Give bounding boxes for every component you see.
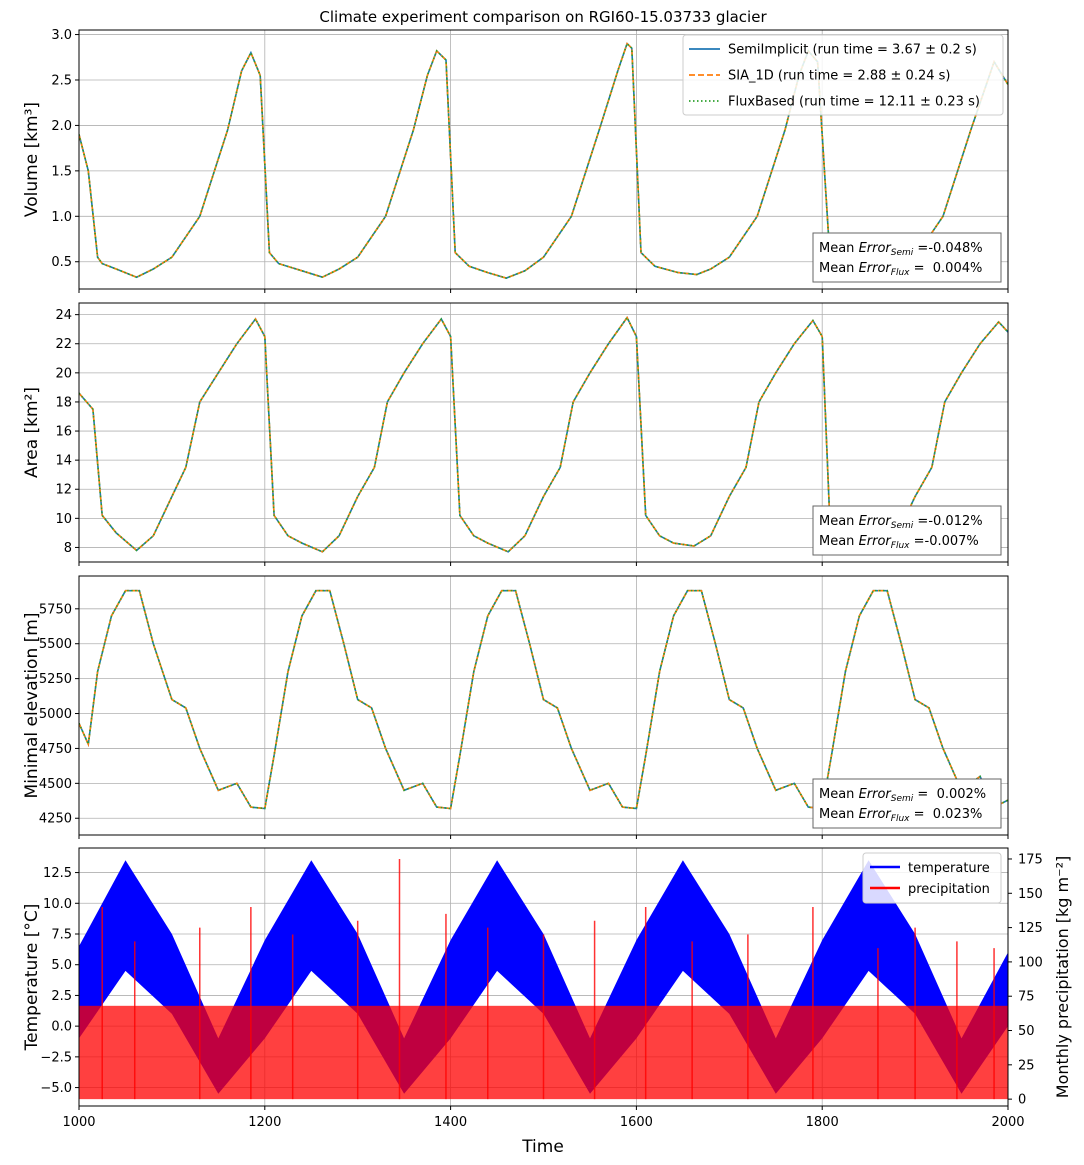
- error-box-frame: [812, 505, 1002, 556]
- error-box: Mean ErrorSemi = 0.002% Mean ErrorFlux = …: [812, 778, 1002, 829]
- y-right-tick-label: 125: [1018, 921, 1043, 936]
- plot-area: [79, 858, 1008, 1100]
- y-tick-label: 10: [55, 512, 72, 527]
- panel-frame: [78, 302, 1009, 563]
- error-line-semi: Mean ErrorSemi = 0.002%: [819, 787, 986, 804]
- error-line-semi: Mean ErrorSemi =-0.012%: [819, 514, 983, 531]
- error-line-flux: Mean ErrorFlux = 0.004%: [819, 261, 982, 278]
- figure-title: Climate experiment comparison on RGI60-1…: [319, 8, 767, 26]
- panel-frame: [78, 29, 1009, 290]
- x-tick-label: 2000: [991, 1115, 1024, 1130]
- y-right-tick-label: 75: [1018, 990, 1035, 1005]
- legend-label-3: FluxBased (run time = 12.11 ± 0.23 s): [728, 95, 980, 110]
- y-tick-label: 5500: [39, 637, 72, 652]
- y-tick-label: 5250: [39, 672, 72, 687]
- y-tick-label: 8: [64, 541, 72, 556]
- y-tick-label: 12.5: [43, 866, 72, 881]
- error-line-semi: Mean ErrorSemi =-0.048%: [819, 241, 983, 258]
- y-axis-label: Area [km²]: [22, 387, 42, 478]
- x-tick-label: 1800: [806, 1115, 839, 1130]
- y-tick-label: 12: [55, 483, 72, 498]
- y-tick-label: 0.0: [51, 1020, 72, 1035]
- legend-label-temperature: temperature: [908, 861, 990, 876]
- y-right-tick-label: 50: [1018, 1024, 1035, 1039]
- legend-box: [682, 34, 1004, 116]
- panel-frame: [78, 847, 1009, 1107]
- y-tick-label: 7.5: [51, 928, 72, 943]
- legend-label-1: SemiImplicit (run time = 3.67 ± 0.2 s): [728, 43, 977, 58]
- panel-2: 8 10 12 14 16 18 20 22 24 Area [km²] Mean ErrorSem…: [22, 302, 1009, 566]
- plot-area: [79, 589, 1008, 810]
- y-tick-label: 1.5: [51, 164, 72, 179]
- x-tick-label: 1600: [620, 1115, 653, 1130]
- y-tick-label: 5.0: [51, 958, 72, 973]
- series-line-3: [79, 589, 1008, 810]
- legend-label-precipitation: precipitation: [908, 882, 990, 897]
- legend-climate: temperature precipitation: [862, 852, 1002, 904]
- x-tick-label: 1000: [62, 1115, 95, 1130]
- y-right-tick-label: 175: [1018, 852, 1043, 867]
- y-axis-right-label: Monthly precipitation [kg m⁻²]: [1053, 856, 1072, 1098]
- series-line-3: [79, 42, 1008, 279]
- y-axis-label: Temperature [°C]: [22, 904, 42, 1052]
- y-tick-label: 4500: [39, 777, 72, 792]
- y-right-tick-label: 25: [1018, 1058, 1035, 1073]
- y-tick-label: 14: [55, 454, 72, 469]
- y-tick-label: 2.5: [51, 989, 72, 1004]
- error-line-flux: Mean ErrorFlux = 0.023%: [819, 807, 982, 824]
- plot-area: [79, 42, 1008, 279]
- x-tick-label: 1400: [434, 1115, 467, 1130]
- y-tick-label: 10.0: [43, 897, 72, 912]
- panel-1: 0.5 1.0 1.5 2.0 2.5 3.0 Volume [km³] Mean Error…: [22, 28, 1009, 293]
- y-tick-label: 20: [55, 366, 72, 381]
- y-tick-label: 3.0: [51, 28, 72, 43]
- y-tick-label: 4250: [39, 812, 72, 827]
- x-tick-label: 1200: [248, 1115, 281, 1130]
- error-box-frame: [812, 778, 1002, 829]
- y-tick-label: 4750: [39, 742, 72, 757]
- error-box: Mean ErrorSemi =-0.048% Mean ErrorFlux = …: [812, 232, 1002, 283]
- panel-frame: [78, 575, 1009, 836]
- y-right-tick-label: 100: [1018, 955, 1043, 970]
- y-right-tick-label: 0: [1018, 1093, 1026, 1108]
- y-tick-label: 16: [55, 425, 72, 440]
- y-tick-label: 5000: [39, 707, 72, 722]
- y-tick-label: 24: [55, 308, 72, 323]
- error-box-frame: [812, 232, 1002, 283]
- y-tick-label: 22: [55, 337, 72, 352]
- y-tick-label: 1.0: [51, 210, 72, 225]
- y-tick-label: 2.5: [51, 73, 72, 88]
- legend-box: [862, 852, 1002, 904]
- y-tick-label: −2.5: [40, 1050, 72, 1065]
- y-tick-label: −5.0: [40, 1081, 72, 1096]
- error-line-flux: Mean ErrorFlux =-0.007%: [819, 534, 979, 551]
- y-tick-label: 0.5: [51, 255, 72, 270]
- y-axis-label: Volume [km³]: [22, 102, 42, 217]
- y-axis-label: Minimal elevation [m]: [22, 613, 42, 799]
- y-tick-label: 5750: [39, 602, 72, 617]
- y-tick-label: 18: [55, 395, 72, 410]
- y-right-tick-label: 150: [1018, 887, 1043, 902]
- legend-models: SemiImplicit (run time = 3.67 ± 0.2 s) SI…: [682, 34, 1004, 116]
- legend-label-2: SIA_1D (run time = 2.88 ± 0.24 s): [728, 69, 950, 84]
- y-tick-label: 2.0: [51, 119, 72, 134]
- x-axis-label: Time: [521, 1137, 564, 1157]
- error-box: Mean ErrorSemi =-0.012% Mean ErrorFlux =-…: [812, 505, 1002, 556]
